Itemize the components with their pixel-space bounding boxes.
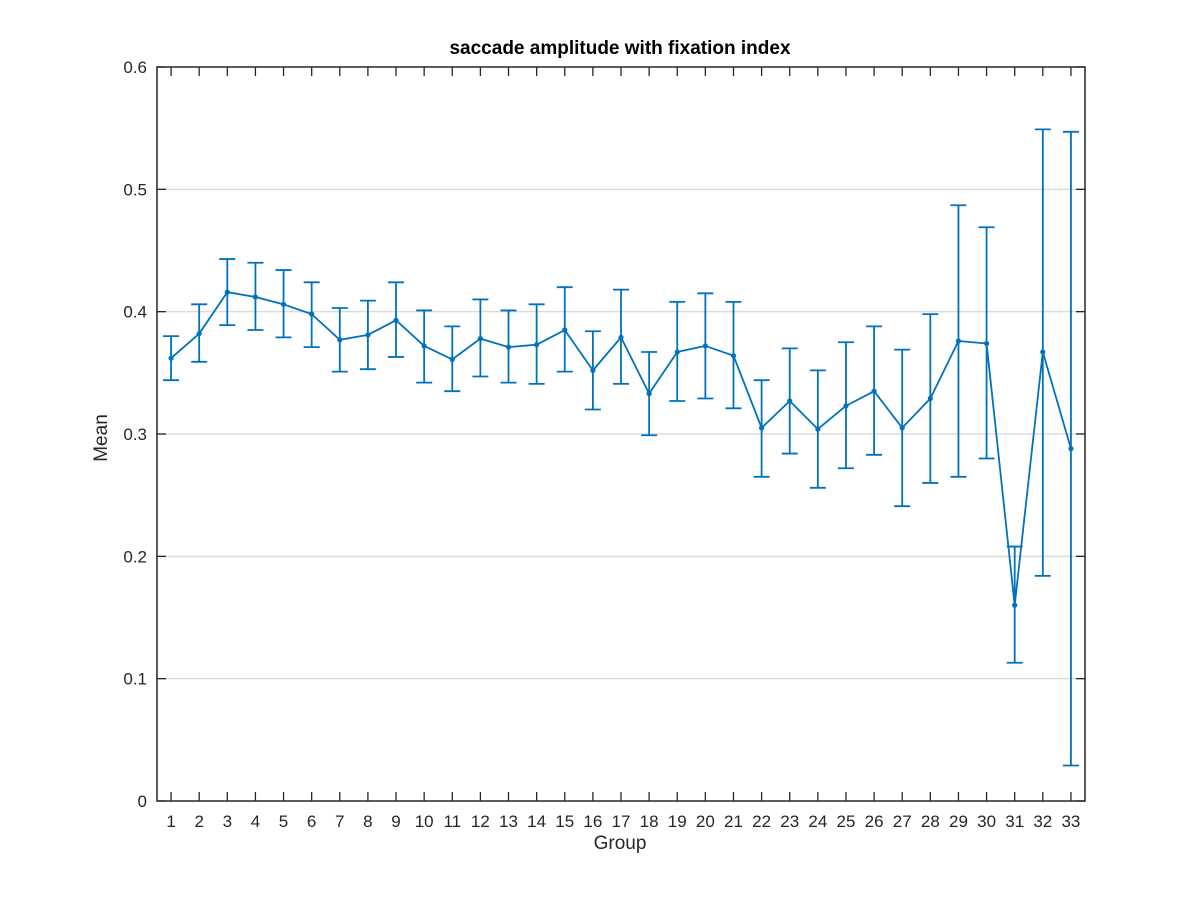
data-point [421,343,427,349]
data-point [1040,349,1046,355]
x-tick-label: 17 [612,812,631,831]
x-tick-label: 13 [499,812,518,831]
y-tick-label: 0.2 [123,547,147,566]
x-tick-label: 25 [837,812,856,831]
data-point [393,317,399,323]
data-point [280,301,287,307]
x-tick-label: 4 [251,812,260,831]
x-tick-label: 14 [527,812,546,831]
x-tick-label: 6 [307,812,316,831]
x-tick-label: 27 [893,812,912,831]
x-tick-label: 8 [363,812,372,831]
x-tick-label: 19 [668,812,687,831]
x-tick-label: 30 [977,812,996,831]
y-tick-label: 0.1 [123,670,147,689]
data-point [562,327,568,333]
x-axis-label: Group [594,833,647,854]
data-point [927,395,933,402]
data-point [365,332,371,338]
data-point [730,353,737,359]
data-point [1012,602,1018,608]
data-point [309,311,315,317]
data-point [252,294,259,300]
grid-lines [157,188,1085,680]
x-tick-label: 1 [166,812,175,831]
x-tick-label: 26 [865,812,884,831]
data-point [196,331,202,337]
y-tick-label: 0.6 [123,58,147,77]
x-tick-label: 28 [921,812,940,831]
x-tick-label: 32 [1033,812,1052,831]
x-tick-label: 22 [752,812,771,831]
axes [156,66,1086,802]
data-point [983,340,990,347]
data-point [224,289,230,295]
data-point [899,425,905,431]
x-tick-label: 12 [471,812,490,831]
chart-title: saccade amplitude with fixation index [449,38,790,59]
data-point [590,367,596,373]
x-tick-label: 24 [808,812,827,831]
data-point [871,388,877,394]
x-tick-label: 16 [583,812,602,831]
x-tick-label: 31 [1005,812,1024,831]
x-tick-label: 29 [949,812,968,831]
x-tick-label: 10 [415,812,434,831]
data-point [674,349,680,355]
y-tick-label: 0.4 [123,303,147,322]
x-tick-label: 18 [640,812,659,831]
x-tick-label: 20 [696,812,715,831]
data-point [337,337,343,343]
x-tick-label: 23 [780,812,799,831]
x-tick-label: 2 [194,812,203,831]
x-tick-label: 7 [335,812,344,831]
data-point [168,355,174,361]
y-tick-label: 0.3 [123,425,147,444]
x-tick-label: 33 [1061,812,1080,831]
data-point [1068,446,1074,452]
data-point [759,425,765,431]
data-point [702,343,708,349]
data-point [534,342,540,348]
data-point [477,335,483,342]
x-tick-label: 15 [555,812,574,831]
x-tick-label: 9 [391,812,400,831]
data-point [618,334,624,340]
x-tick-label: 3 [223,812,232,831]
x-tick-label: 5 [279,812,288,831]
data-point [646,391,652,397]
y-axis-label: Mean [91,414,112,462]
data-point [449,356,455,362]
data-point [787,398,793,404]
data-point [955,338,962,344]
x-tick-label: 21 [724,812,743,831]
y-tick-label: 0.5 [123,180,147,199]
x-tick-label: 11 [443,812,461,831]
data-point [843,403,849,409]
y-tick-label: 0 [138,792,147,811]
tick-labels: 00.10.20.30.40.50.61 2 3 4 5 6 7 8 9 10 11 12 13 14 15… [123,58,1080,831]
data-point [505,344,512,350]
series-layer [163,128,1079,767]
data-point [815,426,821,432]
